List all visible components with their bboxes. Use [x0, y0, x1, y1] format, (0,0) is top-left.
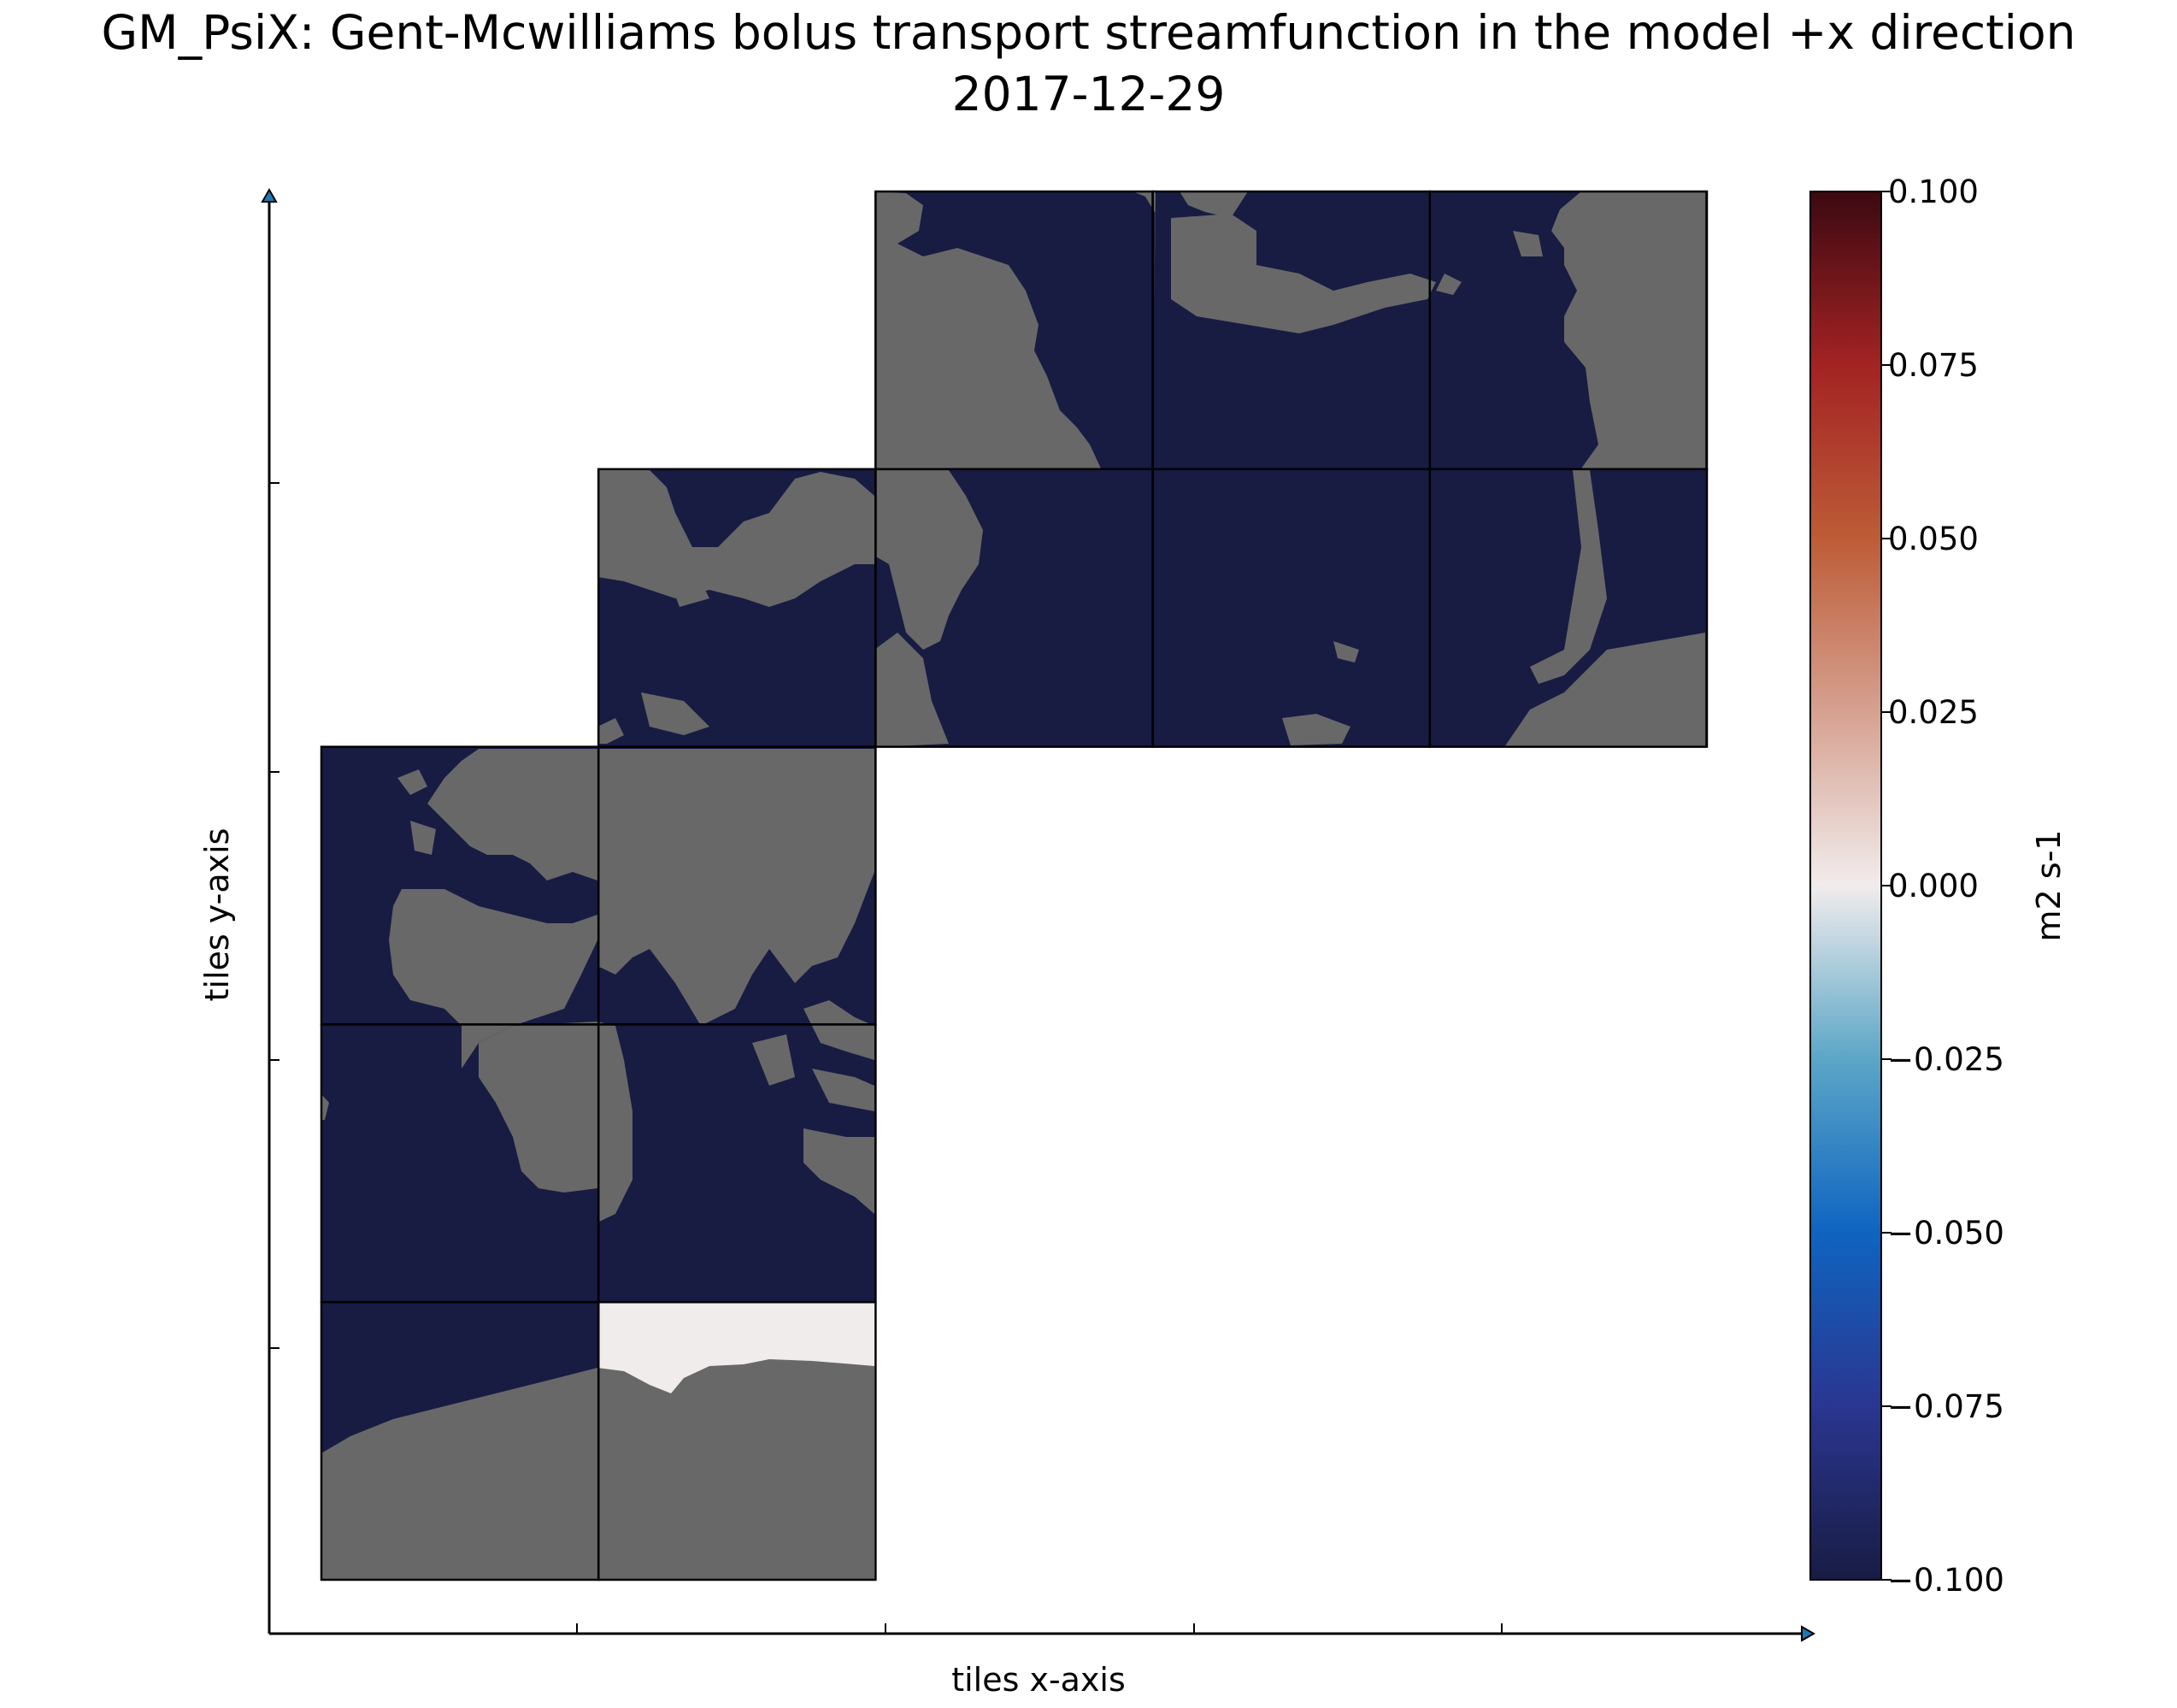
colorbar-label: m2 s-1 [2030, 830, 2068, 942]
land-shape [597, 718, 624, 744]
land-shape [479, 1022, 597, 1193]
land-shape [752, 1034, 795, 1086]
colorbar: 0.100 0.075 0.050 0.025 0.000 −0.025 −0.050 −0.… [1809, 174, 2068, 1599]
land-shape [410, 821, 436, 855]
land-shape [641, 692, 709, 735]
tile-3-3 [1152, 468, 1430, 747]
tile-border [1428, 190, 1709, 471]
land-shape [321, 1368, 597, 1580]
land-shape [1282, 714, 1350, 745]
land-shape [667, 573, 709, 607]
land-shape [597, 749, 874, 1026]
land-shape [397, 769, 427, 795]
land-shape [874, 191, 893, 215]
land-shape [597, 1022, 633, 1222]
land-shape [597, 1359, 874, 1580]
land-shape [427, 749, 597, 881]
colorbar-tick-label: 0.075 [1888, 347, 1979, 384]
axes: tiles x-axis tiles y-axis [198, 187, 1816, 1699]
colorbar-tick-label: −0.050 [1887, 1215, 2004, 1252]
colorbar-gradient [1809, 191, 1882, 1581]
land-shape [1171, 214, 1436, 333]
x-axis-label: tiles x-axis [951, 1661, 1126, 1699]
land-shape [1530, 470, 1607, 684]
chart-title: GM_PsiX: Gent-Mcwilliams bolus transport… [101, 5, 2076, 60]
land-shape [812, 1069, 874, 1111]
land-shape [1333, 641, 1359, 663]
chart-subtitle: 2017-12-29 [951, 67, 1226, 121]
y-axis-arrow [261, 187, 278, 203]
land-shape [1551, 191, 1705, 468]
land-shape [1180, 191, 1248, 218]
land-shape [321, 1094, 329, 1120]
land-shape [389, 889, 597, 1069]
land-shape [803, 1000, 874, 1060]
colorbar-tick-label: 0.025 [1888, 694, 1979, 731]
land-layer [321, 191, 1705, 1580]
colorbar-tick-label: −0.100 [1887, 1562, 2004, 1599]
land-shape [1513, 231, 1543, 256]
land-shape [1504, 633, 1705, 747]
land-shape [1436, 274, 1462, 295]
land-shape [874, 470, 983, 650]
colorbar-tick-label: 0.100 [1888, 174, 1979, 210]
tile-borders [320, 190, 1709, 1581]
colorbar-tick-label: 0.000 [1888, 868, 1979, 904]
land-shape [803, 1128, 874, 1214]
land-shape [874, 633, 949, 747]
land-shape [940, 274, 970, 299]
land-shape [974, 342, 1000, 363]
colorbar-tick-label: −0.075 [1887, 1388, 2004, 1425]
colorbar-tick-label: −0.025 [1887, 1041, 2004, 1078]
land-shape [874, 191, 1101, 468]
x-axis-arrow [1801, 1625, 1816, 1642]
colorbar-tick-label: 0.050 [1888, 521, 1979, 557]
y-axis-label: tiles y-axis [198, 828, 236, 1002]
colorbar-ticks: 0.100 0.075 0.050 0.025 0.000 −0.025 −0.050 −0.… [1881, 174, 2004, 1599]
